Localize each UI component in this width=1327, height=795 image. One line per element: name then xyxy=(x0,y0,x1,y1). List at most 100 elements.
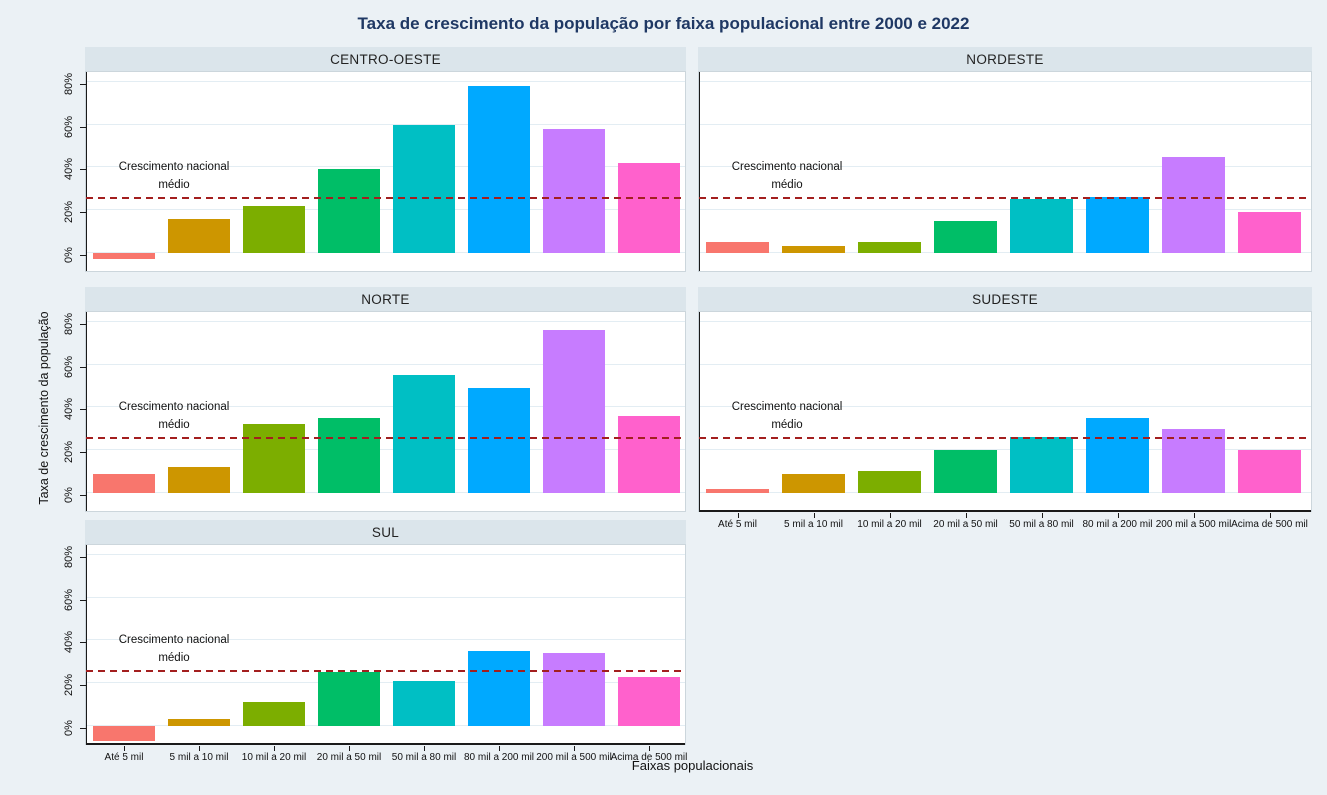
annotation-line2: médio xyxy=(158,418,190,431)
x-tick xyxy=(274,746,275,751)
bar-sudeste-acima-de-500-mil xyxy=(1238,450,1301,493)
facet-strip-nordeste: NORDESTE xyxy=(698,47,1312,71)
gridline-80 xyxy=(86,80,685,82)
bar-centro-oeste-80-mil-a-200-mil xyxy=(468,86,530,253)
gridline-0 xyxy=(86,251,685,253)
annotation-line2: médio xyxy=(771,178,803,191)
bar-norte-at-5-mil xyxy=(93,473,155,493)
x-tick xyxy=(813,513,815,518)
y-tick-label: 20% xyxy=(63,201,75,224)
y-tick xyxy=(80,366,86,368)
national-average-reference-line xyxy=(86,670,685,673)
bar-nordeste-80-mil-a-200-mil xyxy=(1086,197,1149,253)
gridline-80 xyxy=(86,553,685,555)
bar-sul-5-mil-a-10-mil xyxy=(168,719,230,726)
y-tick xyxy=(80,212,86,214)
y-tick-label: 60% xyxy=(63,115,75,138)
gridline-20 xyxy=(86,449,685,451)
gridline-0 xyxy=(86,491,685,493)
facet-strip-sudeste: SUDESTE xyxy=(698,287,1312,311)
gridline-60 xyxy=(86,123,685,125)
y-tick xyxy=(80,126,86,128)
gridline-60 xyxy=(86,596,685,598)
x-tick-label-200-mil-a-500-mil: 200 mil a 500 mil xyxy=(1155,519,1232,530)
y-tick-label: 40% xyxy=(63,158,75,181)
y-tick xyxy=(80,727,86,729)
y-axis-line xyxy=(86,312,87,511)
facet-strip-label: CENTRO-OESTE xyxy=(330,51,441,67)
annotation-line2: médio xyxy=(158,178,190,191)
x-axis-title: Faixas populacionais xyxy=(631,758,754,773)
annotation-line2: médio xyxy=(158,651,190,664)
y-tick-label: 20% xyxy=(63,441,75,464)
bar-sul-50-mil-a-80-mil xyxy=(393,680,455,726)
x-tick-label-20-mil-a-50-mil: 20 mil a 50 mil xyxy=(316,752,382,763)
x-tick xyxy=(737,513,739,518)
facet-plot-nordeste: Crescimento nacional médio xyxy=(698,71,1312,272)
national-average-annotation: Crescimento nacional médio xyxy=(90,399,258,435)
y-tick xyxy=(80,83,86,85)
y-tick xyxy=(80,169,86,171)
x-tick-label-at-5-mil: Até 5 mil xyxy=(104,752,144,763)
national-average-reference-line xyxy=(699,437,1311,440)
annotation-line1: Crescimento nacional xyxy=(118,160,230,173)
gridline-40 xyxy=(699,406,1311,408)
y-tick-label: 80% xyxy=(63,72,75,95)
bar-norte-80-mil-a-200-mil xyxy=(468,388,530,493)
x-tick-label-10-mil-a-20-mil: 10 mil a 20 mil xyxy=(857,519,922,530)
y-tick xyxy=(80,494,86,496)
facet-strip-label: SUDESTE xyxy=(972,291,1038,307)
gridline-20 xyxy=(86,209,685,211)
gridline-60 xyxy=(699,363,1311,365)
bar-nordeste-5-mil-a-10-mil xyxy=(782,246,845,253)
y-tick xyxy=(80,452,86,454)
bar-norte-5-mil-a-10-mil xyxy=(168,467,230,493)
x-tick-label-50-mil-a-80-mil: 50 mil a 80 mil xyxy=(1009,519,1074,530)
bar-sul-80-mil-a-200-mil xyxy=(468,651,530,726)
bar-sudeste-80-mil-a-200-mil xyxy=(1086,418,1149,493)
y-tick-label: 40% xyxy=(63,398,75,421)
bar-sul-20-mil-a-50-mil xyxy=(318,672,380,726)
bar-norte-acima-de-500-mil xyxy=(618,415,680,493)
facet-strip-label: NORDESTE xyxy=(966,51,1044,67)
y-tick xyxy=(80,685,86,687)
bar-sudeste-10-mil-a-20-mil xyxy=(858,471,921,493)
bar-sul-200-mil-a-500-mil xyxy=(543,653,605,726)
x-tick-label-80-mil-a-200-mil: 80 mil a 200 mil xyxy=(463,752,535,763)
bar-sudeste-5-mil-a-10-mil xyxy=(782,473,845,493)
bar-norte-200-mil-a-500-mil xyxy=(543,330,605,493)
facet-plot-sudeste: Crescimento nacional médio Até 5 mil 5 mil … xyxy=(698,311,1312,530)
national-average-annotation: Crescimento nacional médio xyxy=(90,632,258,668)
gridline-0 xyxy=(86,724,685,726)
bar-sul-at-5-mil xyxy=(93,725,155,741)
x-tick-label-acima-de-500-mil: Acima de 500 mil xyxy=(610,752,688,763)
facet-strip-label: SUL xyxy=(371,524,400,540)
y-tick-label: 40% xyxy=(63,631,75,654)
facet-plot-norte: Crescimento nacional médio 0% 20% 40% 60% 80% xyxy=(63,311,686,512)
annotation-line1: Crescimento nacional xyxy=(731,400,843,413)
gridline-40 xyxy=(699,166,1311,168)
x-axis-line xyxy=(699,510,1311,512)
y-tick-label: 0% xyxy=(63,719,75,736)
x-tick xyxy=(889,513,891,518)
x-tick xyxy=(499,746,500,751)
x-tick-label-5-mil-a-10-mil: 5 mil a 10 mil xyxy=(784,519,843,530)
y-tick-label: 80% xyxy=(63,312,75,335)
gridline-80 xyxy=(699,320,1311,322)
bar-centro-oeste-50-mil-a-80-mil xyxy=(393,124,455,253)
gridline-40 xyxy=(86,166,685,168)
y-tick-label: 80% xyxy=(63,545,75,568)
y-axis-line xyxy=(699,312,700,511)
bar-sudeste-20-mil-a-50-mil xyxy=(934,450,997,493)
bar-norte-10-mil-a-20-mil xyxy=(243,424,305,493)
gridline-60 xyxy=(86,363,685,365)
x-tick xyxy=(1193,513,1195,518)
y-axis-line xyxy=(86,545,87,744)
bar-sudeste-at-5-mil xyxy=(706,488,769,493)
annotation-line2: médio xyxy=(771,418,803,431)
y-tick xyxy=(80,254,86,256)
y-axis-title: Taxa de crescimento da população xyxy=(37,311,51,505)
x-tick xyxy=(965,513,967,518)
bar-nordeste-50-mil-a-80-mil xyxy=(1010,199,1073,253)
